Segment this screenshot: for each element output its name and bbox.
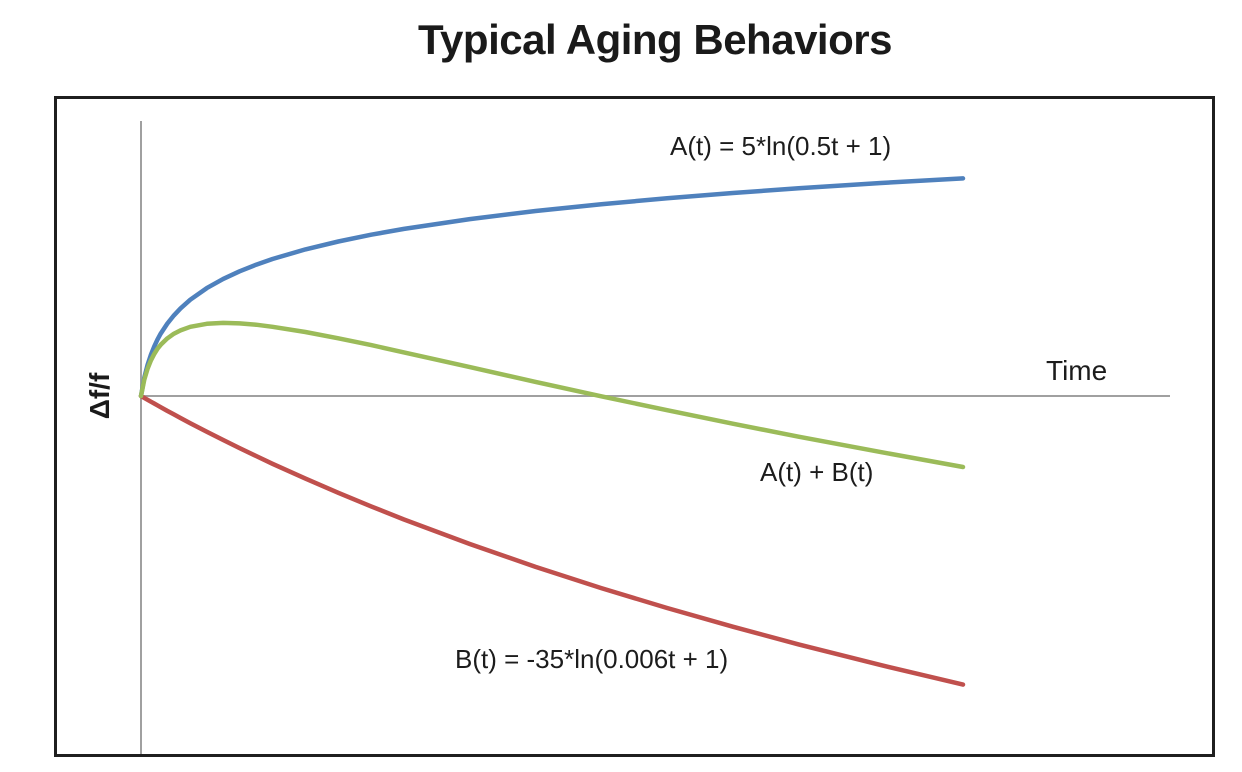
x-axis-label: Time <box>1046 355 1108 386</box>
series-line-A+B <box>138 320 966 470</box>
series-line-B <box>138 393 966 687</box>
chart-title: Typical Aging Behaviors <box>418 16 892 63</box>
series-label-b: B(t) = -35*ln(0.006t + 1) <box>455 644 729 674</box>
series-label-a-plus-b: A(t) + B(t) <box>760 457 874 487</box>
curves <box>138 176 966 687</box>
series-line-A <box>138 176 966 399</box>
y-axis-label: Δf/f <box>84 372 115 420</box>
series-label-a: A(t) = 5*ln(0.5t + 1) <box>670 131 892 161</box>
plot-border <box>54 96 1215 757</box>
